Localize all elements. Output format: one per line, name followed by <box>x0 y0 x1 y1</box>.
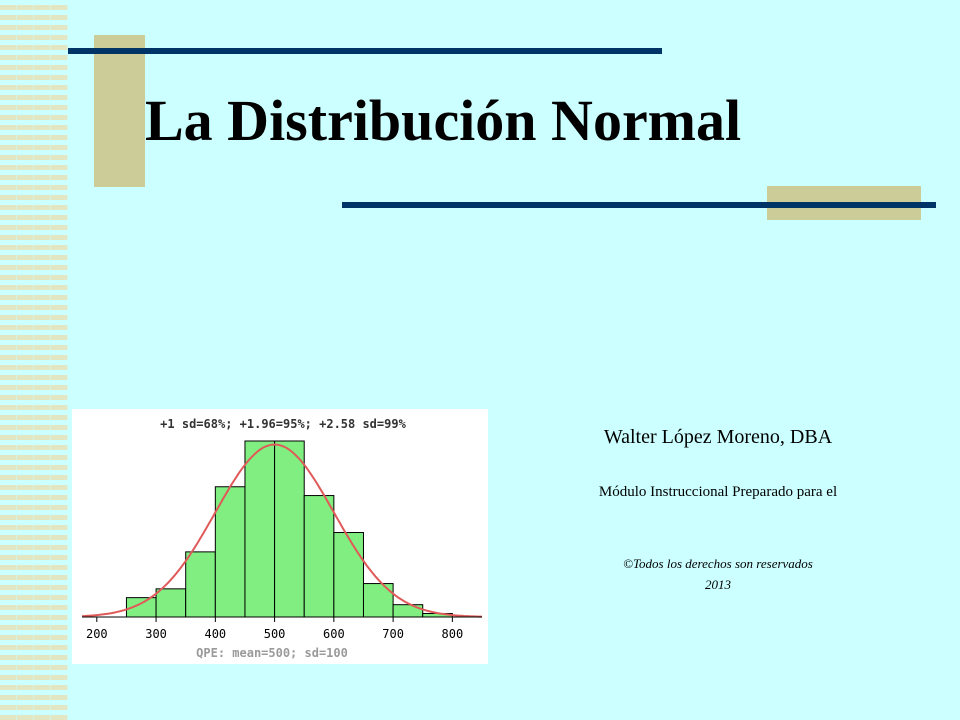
x-axis-ticks: 200 300 400 500 600 700 800 <box>86 617 463 641</box>
histogram-bar <box>185 551 216 618</box>
histogram-bar <box>392 604 424 618</box>
x-tick-label: 700 <box>382 627 404 641</box>
x-tick-label: 500 <box>264 627 286 641</box>
slide-title: La Distribución Normal <box>145 88 742 153</box>
decorative-block-left <box>94 35 145 187</box>
module-line: Módulo Instruccional Preparado para el <box>598 484 838 500</box>
histogram-bar <box>244 440 276 618</box>
x-tick-label: 200 <box>86 627 108 641</box>
x-tick-label: 300 <box>145 627 167 641</box>
decorative-line-top <box>68 48 662 54</box>
histogram-bar <box>274 440 305 618</box>
chart-svg: +1 sd=68%; +1.96=95%; +2.58 sd=99% 200 30… <box>81 417 482 660</box>
side-stripe-pattern <box>0 0 68 720</box>
copyright-text: ©Todos los derechos son reservados <box>623 556 813 571</box>
chart-xlabel: QPE: mean=500; sd=100 <box>196 646 348 660</box>
author-name: Walter López Moreno, DBA <box>603 426 833 448</box>
normal-distribution-chart: +1 sd=68%; +1.96=95%; +2.58 sd=99% 200 30… <box>72 409 488 664</box>
x-tick-label: 800 <box>442 627 464 641</box>
chart-title: +1 sd=68%; +1.96=95%; +2.58 sd=99% <box>160 417 406 431</box>
histogram-bars <box>125 440 453 618</box>
year-text: 2013 <box>705 577 731 592</box>
x-tick-label: 600 <box>323 627 345 641</box>
histogram-bar <box>155 588 187 618</box>
x-tick-label: 400 <box>204 627 226 641</box>
normal-curve <box>81 443 482 618</box>
histogram-bar <box>303 495 335 618</box>
decorative-line-bottom <box>342 202 936 208</box>
histogram-bar <box>333 532 364 618</box>
